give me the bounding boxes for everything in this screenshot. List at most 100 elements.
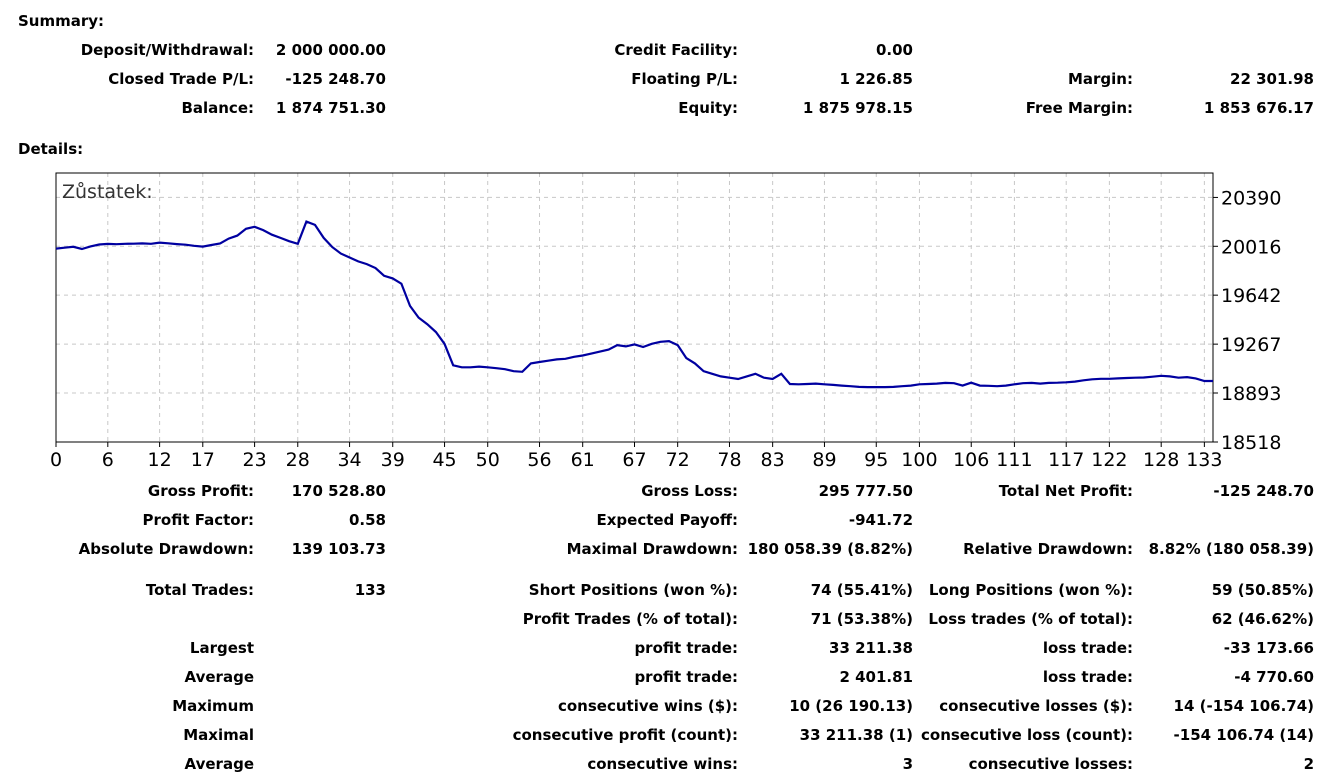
details-title: Details: <box>18 140 84 158</box>
x-tick-label: 45 <box>432 449 456 471</box>
largest-profit-label: profit trade: <box>634 639 738 657</box>
long-positions-label: Long Positions (won %): <box>928 581 1133 599</box>
long-positions-value: 59 (50.85%) <box>1211 581 1314 599</box>
relative-drawdown-label: Relative Drawdown: <box>963 540 1133 558</box>
x-tick-label: 28 <box>286 449 310 471</box>
short-positions-value: 74 (55.41%) <box>810 581 913 599</box>
free-margin-label: Free Margin: <box>1025 99 1133 117</box>
balance-value: 1 874 751.30 <box>275 99 386 117</box>
floating-pl-label: Floating P/L: <box>631 70 738 88</box>
x-tick-label: 67 <box>622 449 646 471</box>
x-tick-label: 72 <box>666 449 690 471</box>
deposit-label: Deposit/Withdrawal: <box>80 41 254 59</box>
summary-title: Summary: <box>18 12 105 30</box>
max-cons-wins-value: 10 (26 190.13) <box>789 697 913 715</box>
x-tick-label: 50 <box>476 449 500 471</box>
gross-loss-value: 295 777.50 <box>818 482 913 500</box>
relative-drawdown-value: 8.82% (180 058.39) <box>1148 540 1314 558</box>
balance-chart: 0 6 12 17 23 28 34 39 45 50 56 61 67 72 78 83 89 95 100 106… <box>50 172 1281 471</box>
chart-title: Zůstatek: <box>62 181 153 203</box>
loss-trades-value: 62 (46.62%) <box>1211 610 1314 628</box>
average-loss-label: loss trade: <box>1042 668 1133 686</box>
largest-profit-value: 33 211.38 <box>829 639 913 657</box>
x-tick-label: 95 <box>864 449 888 471</box>
free-margin-value: 1 853 676.17 <box>1203 99 1314 117</box>
total-net-label: Total Net Profit: <box>998 482 1133 500</box>
maximal-drawdown-label: Maximal Drawdown: <box>566 540 738 558</box>
closed-pl-label: Closed Trade P/L: <box>108 70 254 88</box>
avg-cons-losses-label: consecutive losses: <box>968 755 1133 773</box>
expected-payoff-label: Expected Payoff: <box>596 511 738 529</box>
avg-cons-losses-value: 2 <box>1303 755 1314 773</box>
average2-label: Average <box>184 755 254 773</box>
margin-value: 22 301.98 <box>1230 70 1314 88</box>
short-positions-label: Short Positions (won %): <box>528 581 738 599</box>
y-tick-label: 19267 <box>1221 334 1281 356</box>
y-tick-label: 19642 <box>1221 285 1281 307</box>
chart-grid <box>56 173 1213 442</box>
expected-payoff-value: -941.72 <box>848 511 913 529</box>
absolute-drawdown-label: Absolute Drawdown: <box>78 540 254 558</box>
x-tick-label: 83 <box>761 449 785 471</box>
maximal-drawdown-value: 180 058.39 (8.82%) <box>747 540 913 558</box>
gross-profit-label: Gross Profit: <box>147 482 254 500</box>
x-tick-label: 128 <box>1143 449 1179 471</box>
max-cons-wins-label: consecutive wins ($): <box>557 697 738 715</box>
profit-trades-label: Profit Trades (% of total): <box>522 610 738 628</box>
x-tick-label: 56 <box>527 449 551 471</box>
maximal-profit-label: consecutive profit (count): <box>512 726 738 744</box>
x-tick-label: 61 <box>571 449 595 471</box>
average-label: Average <box>184 668 254 686</box>
credit-label: Credit Facility: <box>614 41 738 59</box>
profit-factor-label: Profit Factor: <box>142 511 254 529</box>
y-tick-label: 18893 <box>1221 383 1281 405</box>
maximum-label: Maximum <box>172 697 254 715</box>
x-tick-label: 39 <box>381 449 405 471</box>
x-tick-label: 122 <box>1091 449 1127 471</box>
average-profit-value: 2 401.81 <box>839 668 913 686</box>
gross-loss-label: Gross Loss: <box>641 482 738 500</box>
maximal-loss-label: consecutive loss (count): <box>921 726 1133 744</box>
largest-label: Largest <box>189 639 254 657</box>
profit-factor-value: 0.58 <box>348 511 386 529</box>
x-tick-label: 111 <box>996 449 1032 471</box>
balance-label: Balance: <box>181 99 254 117</box>
absolute-drawdown-value: 139 103.73 <box>291 540 386 558</box>
average-profit-label: profit trade: <box>634 668 738 686</box>
largest-loss-label: loss trade: <box>1042 639 1133 657</box>
loss-trades-label: Loss trades (% of total): <box>928 610 1133 628</box>
equity-value: 1 875 978.15 <box>802 99 913 117</box>
x-tick-label: 6 <box>102 449 114 471</box>
avg-cons-wins-value: 3 <box>902 755 913 773</box>
avg-cons-wins-label: consecutive wins: <box>587 755 738 773</box>
x-tick-label: 0 <box>50 449 62 471</box>
maximal-loss-value: -154 106.74 (14) <box>1173 726 1314 744</box>
closed-pl-value: -125 248.70 <box>285 70 386 88</box>
x-tick-label: 133 <box>1186 449 1222 471</box>
total-net-value: -125 248.70 <box>1213 482 1314 500</box>
y-tick-label: 20016 <box>1221 236 1281 258</box>
x-tick-label: 23 <box>242 449 266 471</box>
total-trades-label: Total Trades: <box>145 581 254 599</box>
x-tick-label: 106 <box>953 449 989 471</box>
margin-label: Margin: <box>1067 70 1133 88</box>
profit-trades-value: 71 (53.38%) <box>810 610 913 628</box>
x-tick-label: 89 <box>812 449 836 471</box>
credit-value: 0.00 <box>875 41 913 59</box>
floating-pl-value: 1 226.85 <box>839 70 913 88</box>
maximal-profit-value: 33 211.38 (1) <box>799 726 913 744</box>
x-tick-label: 17 <box>191 449 215 471</box>
total-trades-value: 133 <box>354 581 386 599</box>
equity-label: Equity: <box>678 99 738 117</box>
largest-loss-value: -33 173.66 <box>1223 639 1314 657</box>
y-axis-ticks: 20390 20016 19642 19267 18893 18518 <box>1213 187 1281 454</box>
x-axis-ticks: 0 6 12 17 23 28 34 39 45 50 56 61 67 72 78 83 89 95 100 106… <box>50 442 1222 471</box>
x-tick-label: 78 <box>717 449 741 471</box>
max-cons-losses-value: 14 (-154 106.74) <box>1173 697 1314 715</box>
x-tick-label: 100 <box>901 449 937 471</box>
x-tick-label: 34 <box>337 449 361 471</box>
y-tick-label: 18518 <box>1221 432 1281 454</box>
x-tick-label: 12 <box>148 449 172 471</box>
gross-profit-value: 170 528.80 <box>291 482 386 500</box>
max-cons-losses-label: consecutive losses ($): <box>939 697 1133 715</box>
